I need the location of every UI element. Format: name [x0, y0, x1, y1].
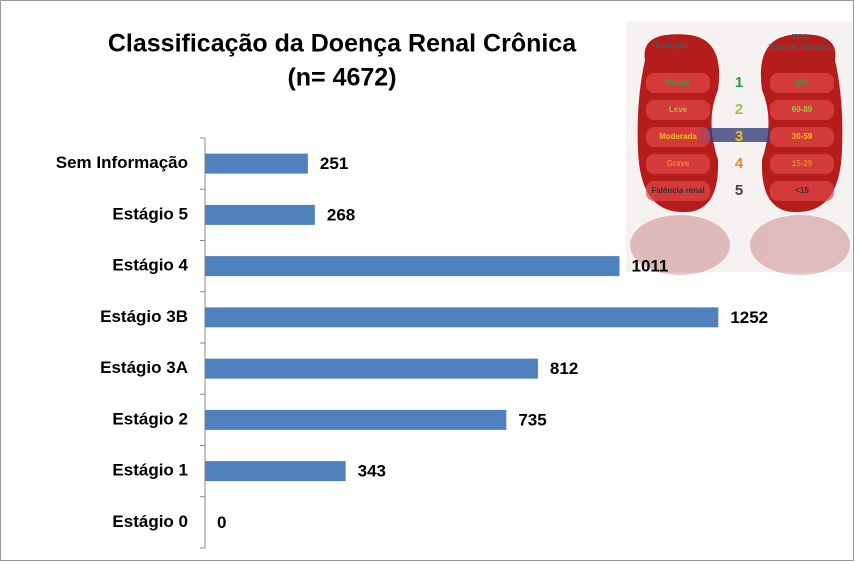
stage-label: Leve — [669, 105, 688, 114]
category-label: Estágio 4 — [112, 256, 188, 275]
bar — [205, 307, 719, 328]
bar — [205, 409, 507, 430]
value-label: 343 — [358, 462, 386, 481]
stage-label: Moderada — [659, 132, 697, 141]
category-label: Estágio 5 — [112, 204, 188, 223]
value-label: 1252 — [730, 308, 768, 327]
value-label: 0 — [217, 513, 226, 532]
reflection — [630, 215, 850, 275]
tfg-value: 60-89 — [792, 105, 813, 114]
category-label: Estágio 3B — [100, 307, 188, 326]
category-label: Estágio 1 — [112, 461, 188, 480]
tfg-header: TFG — [792, 33, 808, 42]
stage-band — [770, 181, 834, 201]
stage-band — [770, 100, 834, 120]
category-label: Sem Informação — [56, 153, 188, 172]
value-label: 812 — [550, 359, 578, 378]
chart-title: Classificação da Doença Renal Crônica — [108, 30, 577, 58]
bar — [205, 461, 346, 482]
stage-number: 3 — [735, 128, 743, 145]
stage-band — [770, 73, 834, 93]
stage-band — [770, 154, 834, 174]
tfg-value: 30-59 — [792, 132, 813, 141]
tfg-value: ≥90 — [795, 78, 809, 87]
value-label: 735 — [518, 410, 546, 429]
tfg-value: 15-29 — [792, 159, 813, 168]
bar — [205, 153, 308, 174]
bar — [205, 204, 315, 225]
stage-band — [646, 73, 710, 93]
vessels — [700, 128, 770, 142]
bar — [205, 358, 538, 379]
stage-band — [646, 154, 710, 174]
stage-number: 1 — [735, 74, 743, 91]
value-label: 251 — [320, 154, 348, 173]
stage-label: Falência renal — [651, 186, 704, 195]
stage-band — [646, 127, 710, 147]
stage-number: 5 — [735, 182, 743, 199]
tfg-value: <15 — [795, 186, 809, 195]
stage-label: Pouca — [666, 78, 691, 87]
stage-band — [646, 100, 710, 120]
category-label: Estágio 3A — [100, 358, 188, 377]
stage-label: Grave — [667, 159, 690, 168]
value-label: 268 — [327, 205, 355, 224]
stages-header: Estágios — [655, 41, 689, 50]
tfg-subheader: Taxa de filtração — [769, 43, 832, 52]
chart-subtitle: (n= 4672) — [287, 64, 396, 92]
value-label: 1011 — [632, 257, 669, 276]
stage-band — [770, 127, 834, 147]
stage-number: 4 — [735, 155, 744, 172]
category-label: Estágio 0 — [112, 512, 188, 531]
category-label: Estágio 2 — [112, 409, 188, 428]
stage-band — [646, 181, 710, 201]
bar — [205, 256, 620, 277]
stage-number: 2 — [735, 101, 743, 118]
